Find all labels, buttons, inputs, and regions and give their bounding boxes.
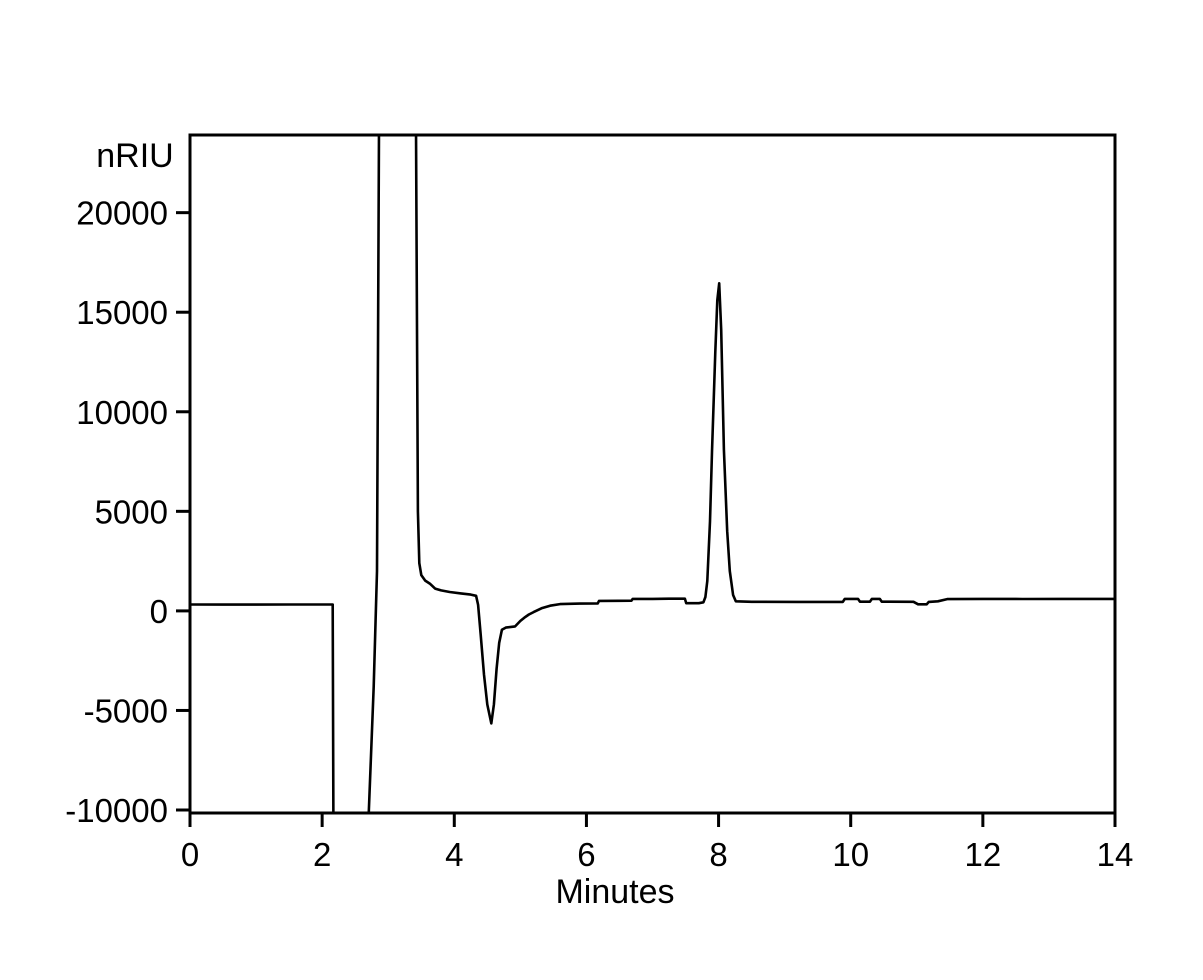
y-tick-label: 10000 <box>76 394 168 431</box>
y-tick-label: 0 <box>150 593 168 630</box>
y-tick-label: 15000 <box>76 294 168 331</box>
signal-trace <box>190 135 1115 813</box>
y-tick-label: 5000 <box>95 493 168 530</box>
x-tick-label: 4 <box>445 836 463 873</box>
y-axis-ticks: -10000 -5000 0 5000 10000 15000 20000 <box>65 195 190 829</box>
x-axis-ticks: 0 2 4 6 8 10 12 14 <box>181 813 1134 873</box>
x-tick-label: 10 <box>832 836 869 873</box>
x-tick-label: 14 <box>1097 836 1134 873</box>
x-tick-label: 12 <box>964 836 1001 873</box>
x-tick-label: 8 <box>709 836 727 873</box>
y-tick-label: -5000 <box>84 692 168 729</box>
y-axis-unit-label: nRIU <box>96 137 173 175</box>
plot-border <box>188 133 1117 815</box>
x-tick-label: 6 <box>577 836 595 873</box>
x-tick-label: 0 <box>181 836 199 873</box>
y-tick-label: -10000 <box>65 792 168 829</box>
x-tick-label: 2 <box>313 836 331 873</box>
x-axis-label: Minutes <box>555 873 674 911</box>
y-tick-label: 20000 <box>76 195 168 232</box>
